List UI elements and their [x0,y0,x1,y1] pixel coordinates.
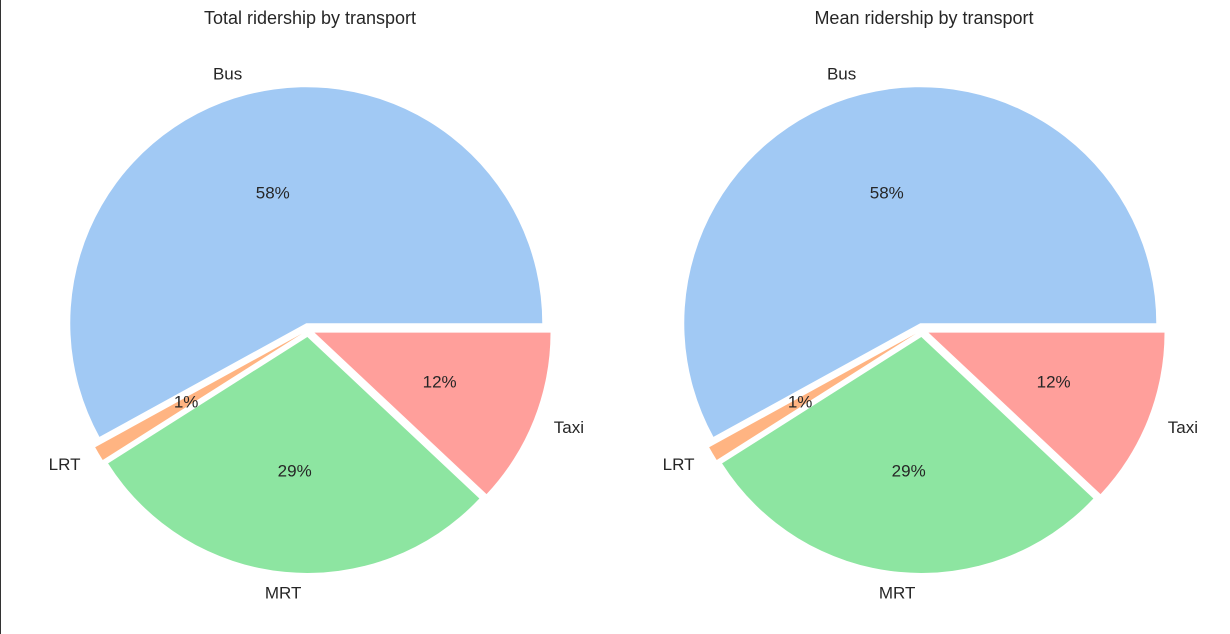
pie-chart-total: Total ridership by transport 58% Bus 1% LRT… [49,8,584,603]
slice-category-label: Taxi [1168,418,1198,437]
pie-chart-mean: Mean ridership by transport 58% Bus 1% LRT 2… [663,8,1198,603]
slice-percent-label: 58% [870,183,904,202]
slice-category-label: LRT [663,455,695,474]
slice-percent-label: 1% [788,393,813,412]
pie-slice-mrt [722,336,1094,573]
slice-category-label: Bus [213,64,242,83]
pie-slice-lrt [95,333,302,461]
chart-title: Total ridership by transport [204,8,416,28]
pie-slice-mrt [108,336,480,573]
slice-percent-label: 12% [423,373,457,392]
pie-slice-bus [70,87,543,437]
pie-slice-taxi [928,332,1165,495]
chart-title: Mean ridership by transport [814,8,1033,28]
slice-percent-label: 58% [256,183,290,202]
slices [684,87,1165,573]
labels: 58% Bus 1% LRT 29% MRT 12% Taxi [663,64,1198,602]
slice-category-label: LRT [49,455,81,474]
slice-category-label: MRT [879,584,916,603]
slices [70,87,551,573]
slice-category-label: Bus [827,64,856,83]
slice-category-label: MRT [265,584,302,603]
pie-slice-bus [684,87,1157,437]
pie-slice-taxi [314,332,551,495]
slice-category-label: Taxi [554,418,584,437]
slice-percent-label: 12% [1037,373,1071,392]
slice-percent-label: 29% [892,461,926,480]
slice-percent-label: 29% [278,461,312,480]
pie-slice-lrt [709,333,916,461]
slice-percent-label: 1% [174,393,199,412]
labels: 58% Bus 1% LRT 29% MRT 12% Taxi [49,64,584,602]
